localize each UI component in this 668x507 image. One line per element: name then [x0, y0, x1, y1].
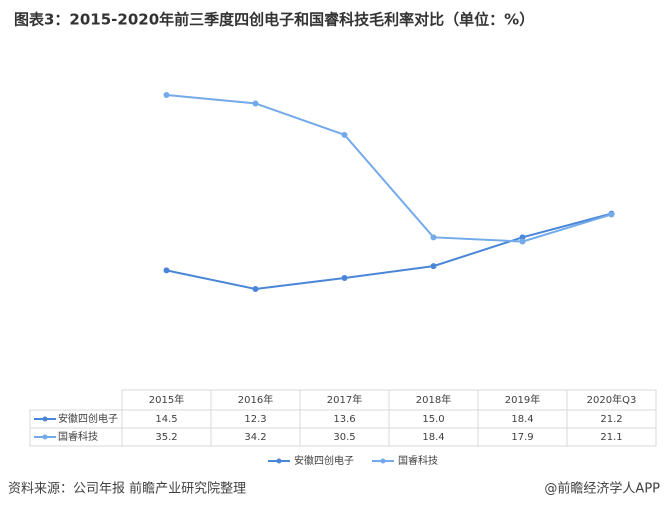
x-tick-label: 2016年 — [238, 393, 273, 406]
source: 资料来源：公司年报 前瞻产业研究院整理 — [8, 481, 246, 497]
point — [341, 274, 348, 281]
table-value: 18.4 — [511, 414, 533, 425]
table-row — [29, 427, 657, 447]
row-legend-dot — [42, 416, 48, 422]
series-line — [166, 212, 612, 291]
legend-dot — [276, 458, 282, 464]
table-value: 13.6 — [333, 414, 355, 425]
x-tick-label: 2017年 — [327, 393, 362, 406]
x-tick-label: 2020年Q3 — [587, 393, 637, 406]
point — [163, 267, 170, 274]
series-line — [166, 94, 612, 243]
point — [341, 131, 348, 138]
table-value: 35.2 — [155, 432, 177, 443]
point — [252, 100, 259, 107]
row-label: 国睿科技 — [58, 430, 98, 443]
table-value: 14.5 — [155, 414, 177, 425]
table-value: 18.4 — [422, 432, 444, 443]
point — [163, 92, 170, 98]
x-tick-label: 2019年 — [505, 393, 540, 406]
x-tick-label: 2015年 — [149, 393, 184, 406]
table-value: 30.5 — [333, 432, 355, 443]
table-value: 17.9 — [511, 432, 533, 443]
table-value: 21.2 — [600, 414, 622, 425]
point — [430, 234, 437, 241]
x-tick-label: 2018年 — [416, 393, 451, 406]
credit: @前瞻经济学人APP — [544, 481, 660, 497]
point — [519, 238, 526, 245]
table-value: 12.3 — [244, 414, 266, 425]
legend-dot — [380, 458, 386, 464]
point — [430, 263, 437, 270]
row-label: 安徽四创电子 — [58, 412, 118, 425]
table-value: 21.1 — [600, 432, 622, 443]
legend-label: 安徽四创电子 — [294, 454, 354, 467]
point — [519, 234, 526, 241]
point — [608, 211, 615, 218]
chart-title: 图表3：2015-2020年前三季度四创电子和国睿科技毛利率对比（单位：%） — [14, 11, 534, 29]
legend-label: 国睿科技 — [398, 454, 438, 467]
row-legend-dot — [42, 434, 48, 440]
table-value: 15.0 — [422, 414, 444, 425]
point — [252, 286, 259, 292]
table-value: 34.2 — [244, 432, 266, 443]
